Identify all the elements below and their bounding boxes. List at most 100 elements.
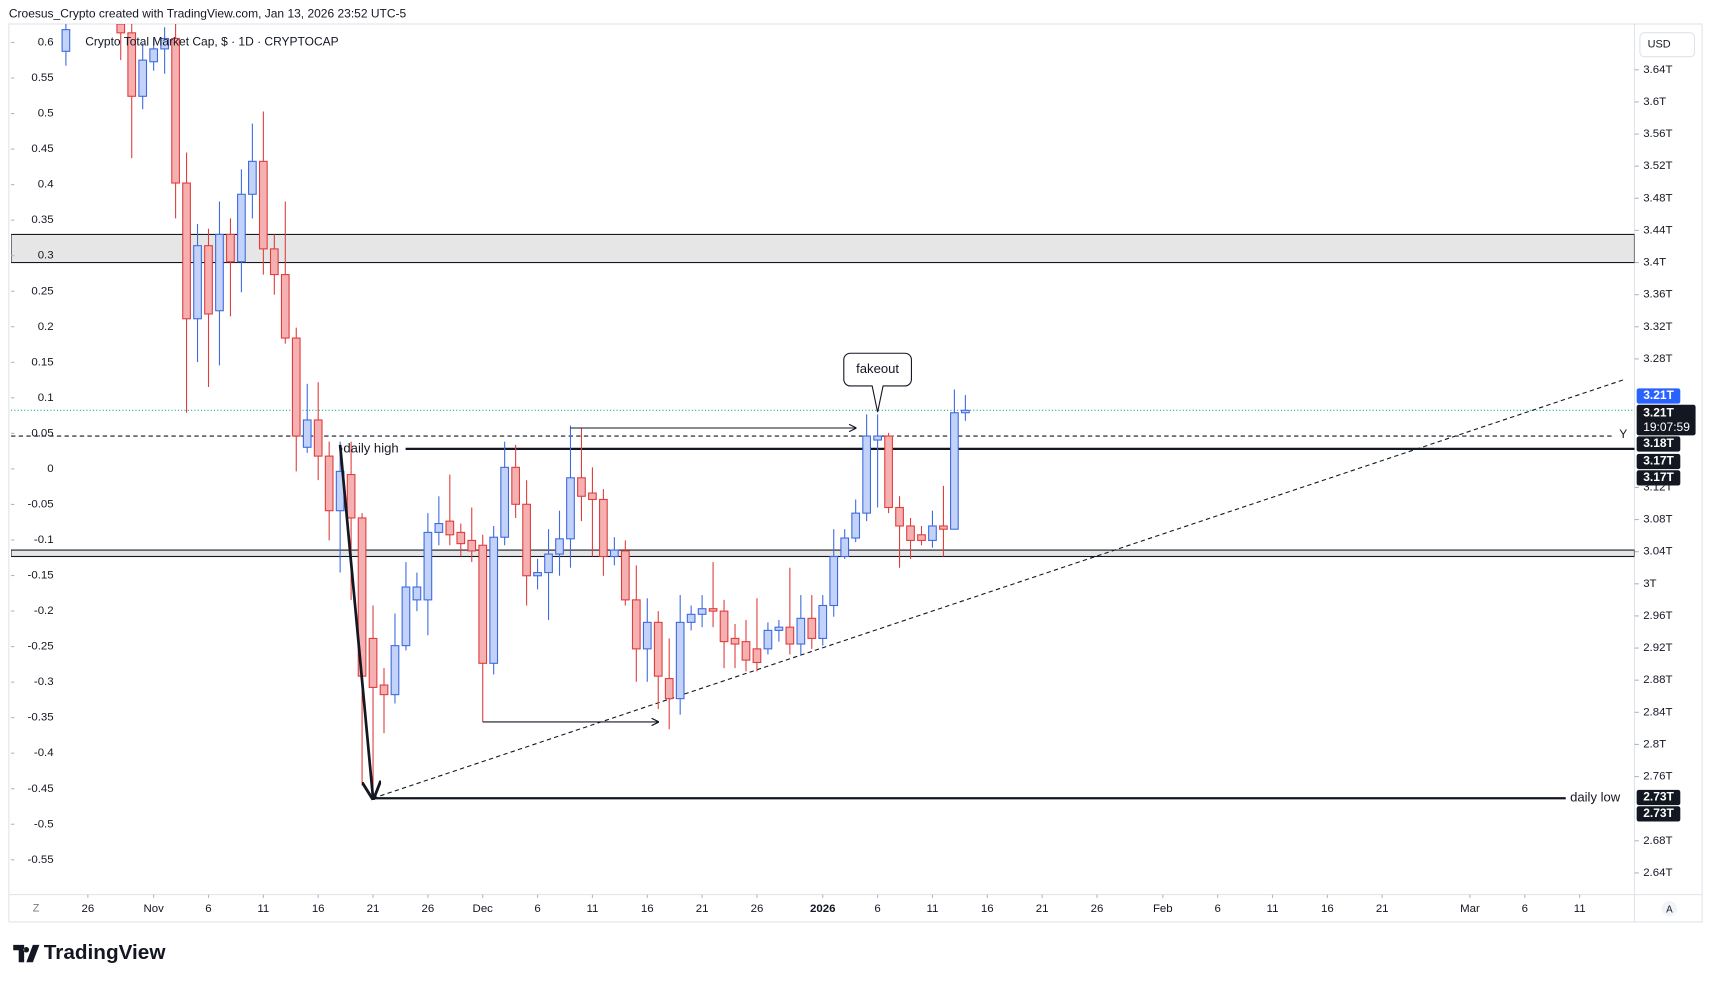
candle-body xyxy=(555,538,564,555)
price-label: 3.21T xyxy=(1643,406,1674,420)
y2-tick-label: -0.55 xyxy=(28,854,54,866)
x-tick-label: 26 xyxy=(81,903,94,915)
y-tick-label: 3.44T xyxy=(1643,224,1672,236)
price-labels: 3.21T 3.21T 19:07:59 3.18T 3.17T 3.17T 2… xyxy=(1636,388,1696,822)
price-label-box xyxy=(1636,404,1696,436)
candle-body xyxy=(368,637,378,688)
candle-body xyxy=(116,24,126,34)
y2-tick-label: 0.5 xyxy=(38,108,54,120)
currency-box[interactable] xyxy=(1639,32,1696,58)
y2-tick-label: 0.55 xyxy=(31,72,53,84)
candle-body xyxy=(675,621,685,700)
plot xyxy=(11,24,1635,799)
candle-body xyxy=(522,503,531,577)
y-tick-label: 3.48T xyxy=(1643,192,1672,204)
candle-body xyxy=(500,466,510,538)
candle-body xyxy=(686,613,696,623)
candle-body xyxy=(434,523,444,533)
y-tick-label: 3.04T xyxy=(1643,546,1672,558)
x-tick-label: 11 xyxy=(586,903,598,915)
x-tick-label: 2026 xyxy=(810,903,835,915)
y-tick-label: 2.96T xyxy=(1643,610,1672,622)
y2-tick-label: 0.3 xyxy=(38,250,54,262)
x-tick-label: 6 xyxy=(874,903,880,915)
brand-logo xyxy=(13,944,40,963)
y-tick-label: 3.6T xyxy=(1643,96,1666,108)
candle-body xyxy=(730,637,740,645)
countdown: 19:07:59 xyxy=(1643,420,1690,434)
price-label-box xyxy=(1636,789,1681,806)
candle-body xyxy=(390,645,400,696)
x-tick-label: 11 xyxy=(257,903,269,915)
candle-body xyxy=(961,409,970,414)
y2-tick-label: 0.6 xyxy=(38,37,54,49)
y2-tick-label: -0.5 xyxy=(34,818,54,830)
candle-body xyxy=(302,419,312,448)
currency[interactable]: USD xyxy=(1648,39,1671,51)
x-tick-label: Mar xyxy=(1460,903,1480,915)
level-label-bg xyxy=(342,440,406,457)
candle-body xyxy=(774,626,784,631)
price-label: 3.17T xyxy=(1643,454,1674,468)
candle-body xyxy=(346,474,356,519)
candle-body xyxy=(906,525,915,541)
candle-body xyxy=(226,233,235,263)
frame xyxy=(8,23,1703,923)
candle-body xyxy=(324,455,334,512)
candle-body xyxy=(204,245,213,315)
candle-body xyxy=(653,621,663,677)
candle-body xyxy=(127,32,137,97)
candle-body xyxy=(412,586,422,601)
y2-tick-label: 0.15 xyxy=(31,356,53,368)
candle-body xyxy=(171,37,180,184)
prev-close-label: Y xyxy=(1619,427,1627,441)
brand: TradingView xyxy=(13,941,166,964)
candle-body xyxy=(620,550,630,601)
candle-body xyxy=(599,498,608,558)
candle-body xyxy=(708,608,718,612)
y2-tick-label: -0.25 xyxy=(28,641,54,653)
x-tick-label: 26 xyxy=(751,903,764,915)
candle-body xyxy=(379,684,389,696)
price-label: 2.73T xyxy=(1643,790,1674,804)
x-tick-label: 21 xyxy=(696,903,709,915)
x-tick-label: 16 xyxy=(1321,903,1334,915)
callout-label: fakeout xyxy=(856,361,899,376)
x-tick-label: 16 xyxy=(981,903,994,915)
y2-tick-label: 0.1 xyxy=(38,392,54,404)
y-tick-label: 3.32T xyxy=(1643,321,1672,333)
price-label: 3.17T xyxy=(1643,470,1674,484)
chart-title: Crypto Total Market Cap, $ · 1D · CRYPTO… xyxy=(85,35,338,49)
candle-body xyxy=(445,520,455,536)
candle-body xyxy=(939,525,948,530)
price-label-box xyxy=(1636,453,1681,470)
x-tick-label: 6 xyxy=(1522,903,1528,915)
x-tick-label: Nov xyxy=(143,903,164,915)
control-button[interactable]: A xyxy=(1666,904,1673,915)
candle-body xyxy=(664,678,674,700)
control-button[interactable] xyxy=(1661,901,1678,917)
x-tick-label: 26 xyxy=(1091,903,1104,915)
candle-body xyxy=(577,477,586,497)
candle-body xyxy=(258,160,268,250)
candle-body xyxy=(851,512,861,539)
price-label: 3.21T xyxy=(1643,388,1674,402)
candle-body xyxy=(840,537,850,558)
y-tick-label: 3T xyxy=(1643,578,1656,590)
price-label-box xyxy=(1636,436,1681,452)
x-tick-label: 16 xyxy=(641,903,654,915)
candle-body xyxy=(763,629,773,650)
candle-body xyxy=(280,274,290,339)
callout-bubble xyxy=(843,352,912,413)
candle-body xyxy=(467,539,477,552)
control-button[interactable]: Z xyxy=(33,903,40,915)
candle-body xyxy=(862,435,872,514)
price-label: 2.73T xyxy=(1643,806,1674,820)
candle-body xyxy=(489,536,499,664)
x-tick-label: 6 xyxy=(1214,903,1220,915)
y2-tick-label: 0.45 xyxy=(31,143,53,155)
candle-body xyxy=(401,586,411,647)
candle-body xyxy=(160,37,169,50)
trendline xyxy=(372,379,1624,799)
